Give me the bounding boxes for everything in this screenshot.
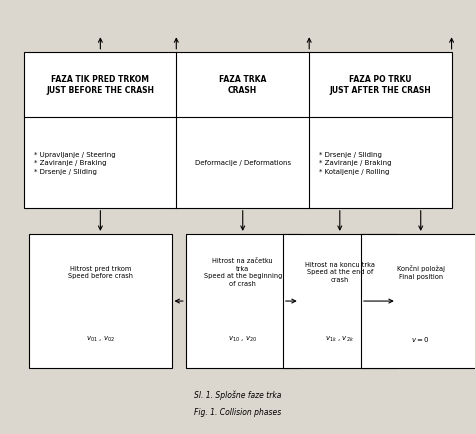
Text: Sl. 1. Splošne faze trka: Sl. 1. Splošne faze trka <box>194 390 282 399</box>
Text: Hitrost pred trkom
Speed before crash: Hitrost pred trkom Speed before crash <box>68 265 133 279</box>
Text: $v = 0$: $v = 0$ <box>411 335 430 343</box>
Text: FAZA TRKA
CRASH: FAZA TRKA CRASH <box>219 75 267 95</box>
Text: FAZA TIK PRED TRKOM
JUST BEFORE THE CRASH: FAZA TIK PRED TRKOM JUST BEFORE THE CRAS… <box>46 75 154 95</box>
FancyBboxPatch shape <box>186 234 300 368</box>
Text: $v_{01}$ , $v_{02}$: $v_{01}$ , $v_{02}$ <box>86 334 115 343</box>
FancyBboxPatch shape <box>29 234 171 368</box>
Text: * Drsenje / Sliding
* Zaviranje / Braking
* Kotaljenje / Rolling: * Drsenje / Sliding * Zaviranje / Brakin… <box>319 151 391 174</box>
Text: Deformacije / Deformations: Deformacije / Deformations <box>195 160 291 166</box>
Text: Hitrost na začetku
trka
Speed at the beginning
of crash: Hitrost na začetku trka Speed at the beg… <box>204 258 282 286</box>
FancyBboxPatch shape <box>283 234 397 368</box>
FancyBboxPatch shape <box>24 53 452 208</box>
Text: * Upravljanje / Steering
* Zaviranje / Braking
* Drsenje / Sliding: * Upravljanje / Steering * Zaviranje / B… <box>34 151 116 174</box>
FancyBboxPatch shape <box>361 234 476 368</box>
Text: $v_{1k}$ , $v_{2k}$: $v_{1k}$ , $v_{2k}$ <box>325 334 355 343</box>
Text: Končni položaj
Final position: Končni položaj Final position <box>397 265 445 279</box>
Text: Hitrost na koncu trka
Speed at the end of
crash: Hitrost na koncu trka Speed at the end o… <box>305 261 375 283</box>
Text: Fig. 1. Collision phases: Fig. 1. Collision phases <box>194 407 282 416</box>
Text: FAZA PO TRKU
JUST AFTER THE CRASH: FAZA PO TRKU JUST AFTER THE CRASH <box>329 75 431 95</box>
Text: $v_{10}$ , $v_{20}$: $v_{10}$ , $v_{20}$ <box>228 334 258 343</box>
